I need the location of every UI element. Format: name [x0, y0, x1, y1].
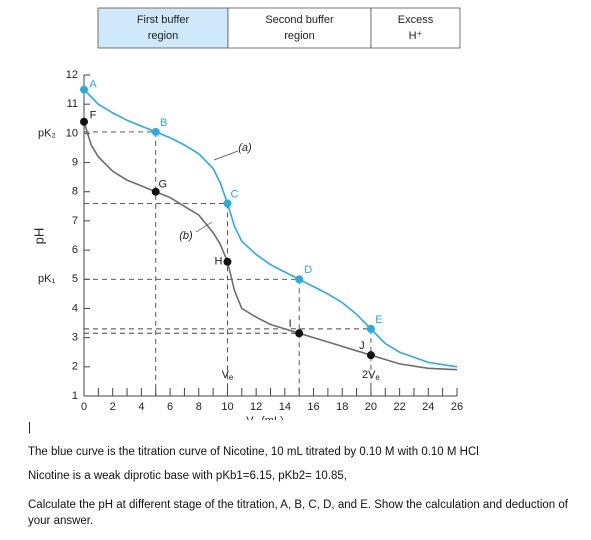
region-box — [227, 7, 372, 49]
x-tick-label: 16 — [307, 401, 319, 413]
point-label: F — [90, 110, 97, 122]
point — [151, 187, 160, 196]
point — [223, 199, 232, 208]
point — [366, 351, 375, 360]
paragraph: Calculate the pH at different stage of t… — [28, 499, 568, 527]
y-tick-label: 12 — [66, 69, 78, 81]
paragraph: The blue curve is the titration curve of… — [28, 446, 479, 458]
y-tick-label: 5 — [72, 273, 78, 285]
leader-line — [213, 150, 239, 161]
x-tick-label: 10 — [221, 401, 233, 413]
x-label-sub: a — [254, 419, 259, 420]
y-tick-label: 10 — [66, 127, 78, 139]
y-tick-label: 2 — [72, 361, 78, 373]
point-label: D — [304, 264, 312, 276]
region-label: Excess — [398, 14, 434, 26]
x-label-main: V — [246, 415, 254, 420]
point-label: E — [375, 314, 382, 326]
x-tick-label: 4 — [138, 401, 144, 413]
point-label: A — [89, 78, 97, 90]
x-tick-label: 12 — [250, 401, 262, 413]
y-tick-label: 3 — [72, 332, 78, 344]
y-tick-label: 6 — [72, 244, 78, 256]
y-axis-label: pH — [31, 228, 46, 245]
x-label-rest: (mL) — [258, 415, 284, 420]
x-tick-label: 14 — [279, 401, 291, 413]
point — [151, 127, 160, 136]
curve — [83, 121, 458, 371]
x-tick-label: 24 — [422, 401, 434, 413]
leader-line — [195, 221, 213, 233]
x-tick-label: 8 — [196, 401, 202, 413]
point-label: I — [289, 318, 292, 330]
y-tick-label: 8 — [72, 186, 78, 198]
point-label: J — [359, 340, 365, 352]
point-label: H — [214, 256, 222, 268]
y-annotation: pK₁ — [38, 273, 55, 285]
region-label: Second buffer — [265, 14, 334, 26]
y-tick-label: 9 — [72, 156, 78, 168]
point-label: B — [160, 117, 167, 129]
y-tick-label: 4 — [72, 302, 78, 314]
x-tick-label: 22 — [393, 401, 405, 413]
region-label: region — [284, 30, 315, 42]
y-annotation: pK₂ — [38, 127, 56, 139]
equivalence-label: 2Ve — [362, 369, 380, 382]
region-label: First buffer — [137, 14, 190, 26]
eq-sub: e — [375, 373, 380, 382]
region-label: H⁺ — [409, 30, 423, 42]
curve-label: (b) — [179, 230, 193, 242]
point — [80, 117, 88, 126]
x-tick-label: 26 — [451, 401, 463, 413]
point — [223, 257, 232, 266]
x-tick-label: 0 — [81, 401, 87, 413]
x-tick-label: 2 — [110, 401, 116, 413]
curve-label: (a) — [238, 142, 252, 154]
x-axis-label: Va (mL) — [246, 415, 283, 420]
point — [80, 85, 88, 94]
chart: First buffer region Second buffer region Exc… — [31, 7, 463, 420]
cursor: | — [28, 422, 31, 434]
point — [366, 324, 375, 333]
x-tick-label: 20 — [365, 401, 377, 413]
x-tick-label: 18 — [336, 401, 348, 413]
point-label: C — [230, 188, 238, 200]
equivalence-label: Ve — [222, 369, 234, 382]
point — [295, 329, 304, 338]
x-tick-label: 6 — [167, 401, 173, 413]
point — [295, 275, 304, 284]
point-label: G — [158, 179, 167, 191]
region-box — [370, 7, 461, 49]
eq-sub: e — [229, 373, 234, 382]
y-tick-label: 11 — [67, 98, 78, 110]
y-tick-label: 7 — [72, 215, 78, 227]
paragraph: Nicotine is a weak diprotic base with pK… — [28, 470, 348, 482]
curve — [83, 89, 458, 368]
eq-main: V — [222, 369, 230, 381]
eq-main: 2V — [362, 369, 376, 381]
y-tick-label: 1 — [72, 390, 78, 402]
region-label: region — [148, 30, 179, 42]
region-box — [97, 7, 229, 49]
